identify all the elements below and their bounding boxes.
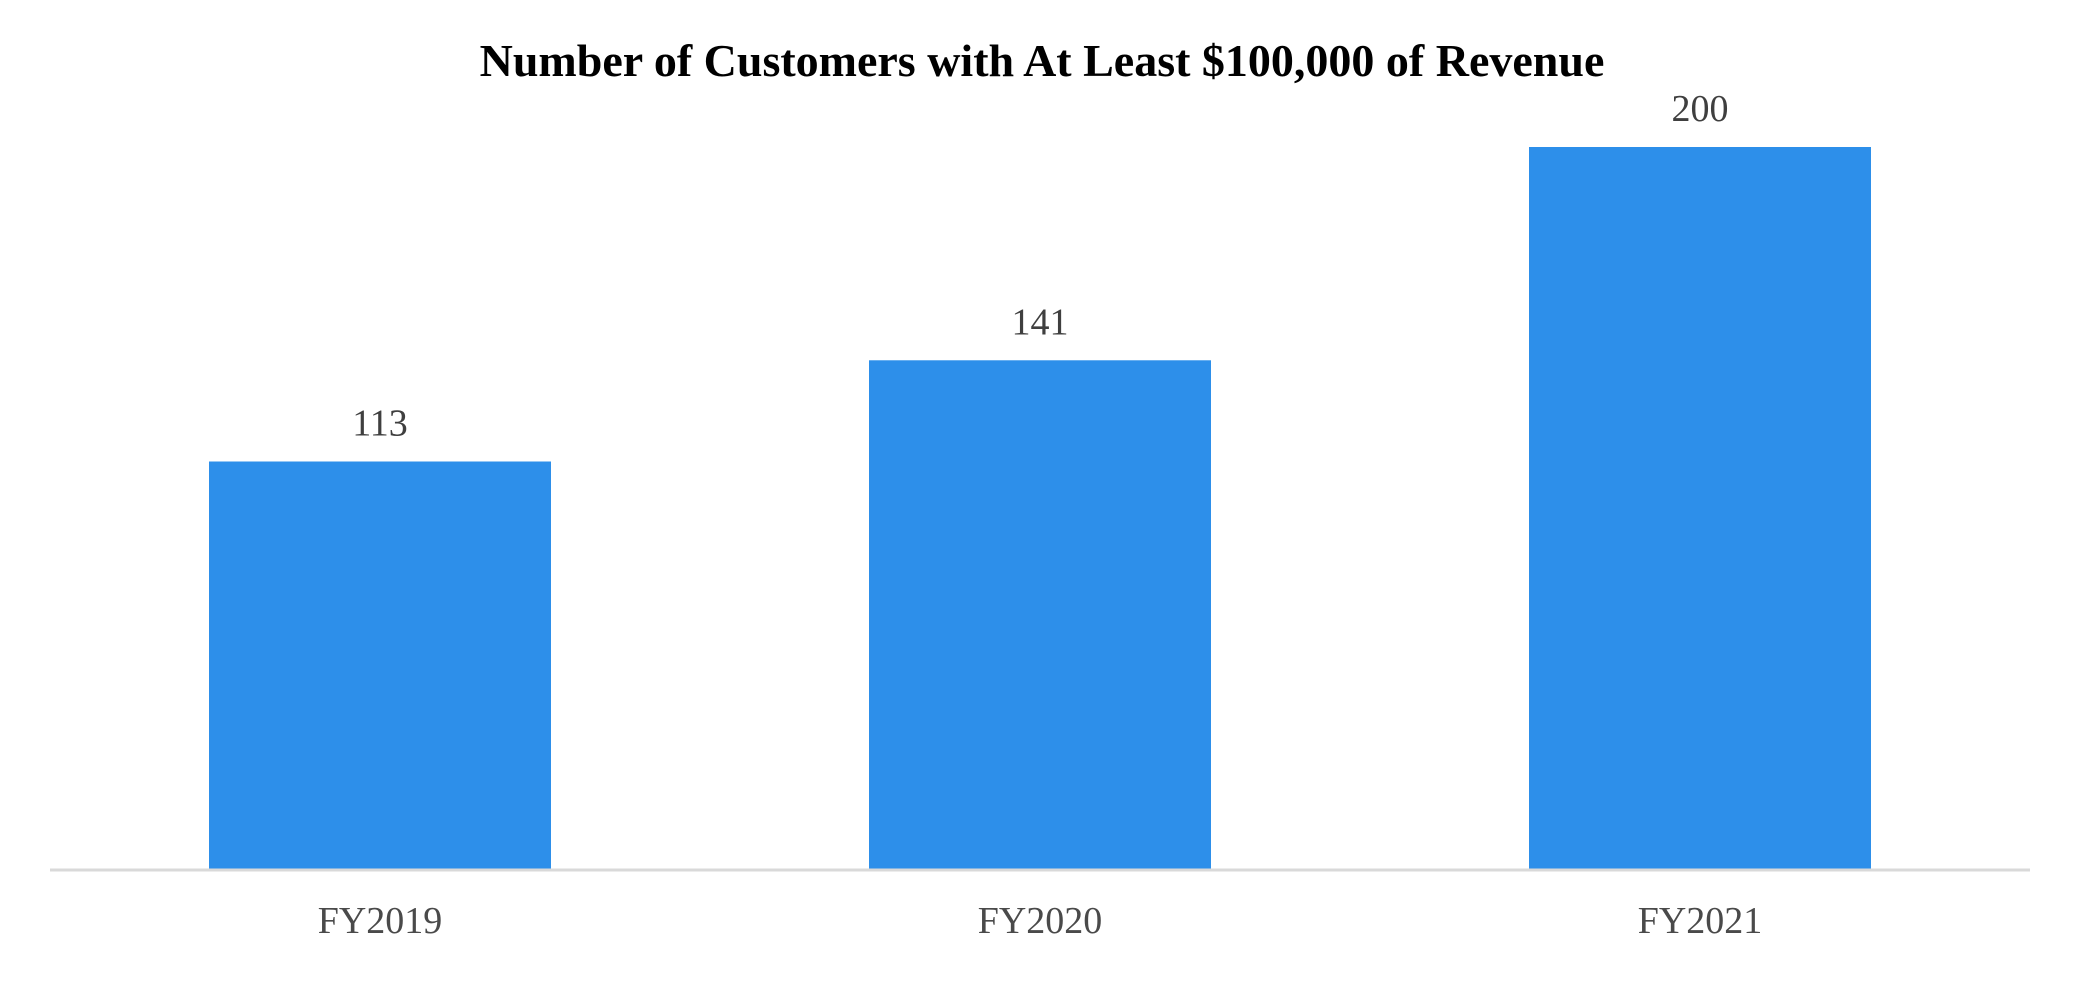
data-label-fy2020: 141 [1012, 301, 1069, 343]
chart-title: Number of Customers with At Least $100,0… [480, 35, 1605, 86]
x-tick-label-fy2021: FY2021 [1638, 900, 1763, 942]
x-tick-label-fy2020: FY2020 [978, 900, 1103, 942]
bars-group [209, 147, 1871, 870]
bar-fy2020 [869, 360, 1211, 870]
x-tick-labels-group: FY2019 FY2020 FY2021 [318, 900, 1763, 942]
data-labels-group: 113 141 200 [352, 88, 1728, 445]
bar-fy2021 [1529, 147, 1871, 870]
data-label-fy2021: 200 [1672, 88, 1729, 130]
data-label-fy2019: 113 [352, 403, 408, 445]
bar-fy2019 [209, 461, 551, 870]
x-tick-label-fy2019: FY2019 [318, 900, 443, 942]
